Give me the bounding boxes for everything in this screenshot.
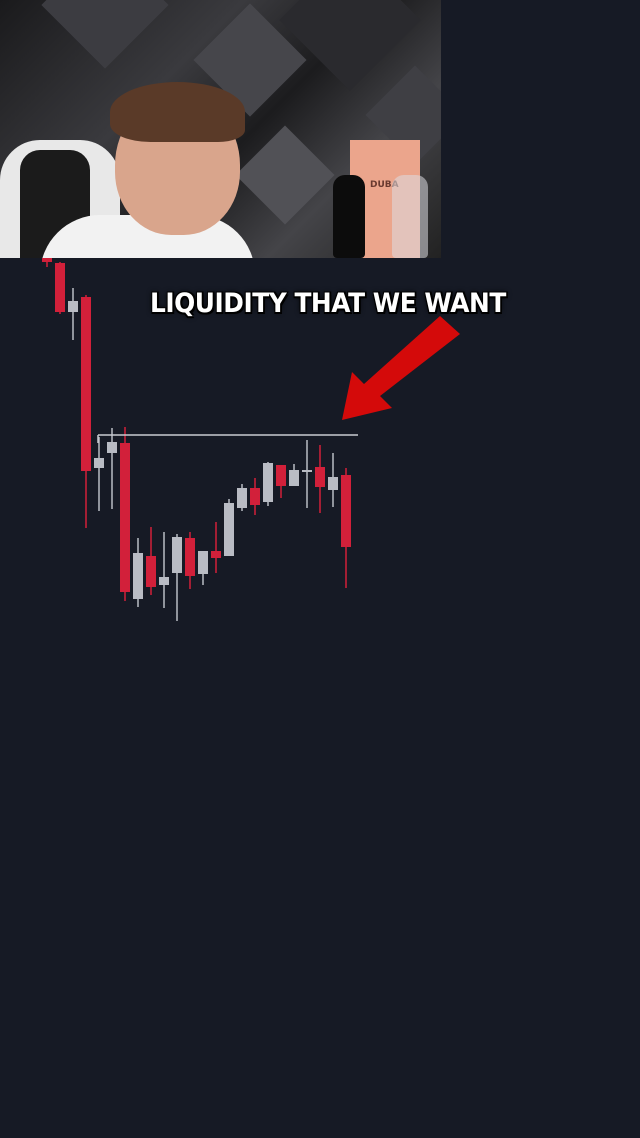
red-arrow-icon — [342, 316, 460, 420]
bullish-candle — [328, 453, 338, 507]
candles-group — [42, 258, 351, 621]
candle-body — [237, 488, 247, 508]
clear-bear-figure — [392, 175, 428, 258]
bullish-candle — [302, 440, 312, 508]
candle-body — [302, 470, 312, 472]
candle-body — [224, 503, 234, 556]
candle-body — [276, 465, 286, 486]
bearish-candle — [81, 295, 91, 528]
bullish-candle — [159, 532, 169, 608]
caption-text: LIQUIDITY THAT WE WANT — [150, 288, 506, 319]
bearish-candle — [185, 532, 195, 589]
bearish-candle — [42, 258, 52, 267]
candle-body — [198, 551, 208, 574]
black-bear-figure — [333, 175, 365, 258]
bearish-candle — [276, 465, 286, 498]
candle-body — [263, 463, 273, 502]
webcam-overlay: DUBA — [0, 0, 441, 258]
candle-body — [107, 442, 117, 453]
candle-body — [55, 263, 65, 312]
box-logo-text: DUBA — [370, 180, 399, 190]
candle-body — [315, 467, 325, 487]
candle-body — [211, 551, 221, 558]
bullish-candle — [94, 437, 104, 511]
candle-body — [81, 297, 91, 471]
candle-body — [328, 477, 338, 490]
bearish-candle — [146, 527, 156, 595]
person-hair — [110, 82, 245, 142]
bullish-candle — [68, 288, 78, 340]
candle-body — [341, 475, 351, 547]
bullish-candle — [263, 462, 273, 506]
bearish-candle — [120, 427, 130, 601]
bullish-candle — [289, 464, 299, 486]
candle-body — [159, 577, 169, 585]
candle-body — [120, 443, 130, 592]
bearish-candle — [55, 262, 65, 314]
candle-body — [94, 458, 104, 468]
bearish-candle — [315, 445, 325, 513]
bearish-candle — [250, 478, 260, 515]
candle-body — [289, 470, 299, 486]
candle-body — [133, 553, 143, 599]
bullish-candle — [107, 428, 117, 509]
bearish-candle — [341, 468, 351, 588]
candle-body — [185, 538, 195, 576]
candle-body — [68, 301, 78, 312]
bullish-candle — [237, 484, 247, 511]
candle-body — [250, 488, 260, 505]
candle-body — [172, 537, 182, 573]
candle-body — [42, 258, 52, 262]
bullish-candle — [133, 538, 143, 607]
bullish-candle — [172, 534, 182, 621]
bullish-candle — [224, 499, 234, 556]
candle-body — [146, 556, 156, 587]
bullish-candle — [198, 551, 208, 585]
bearish-candle — [211, 522, 221, 573]
